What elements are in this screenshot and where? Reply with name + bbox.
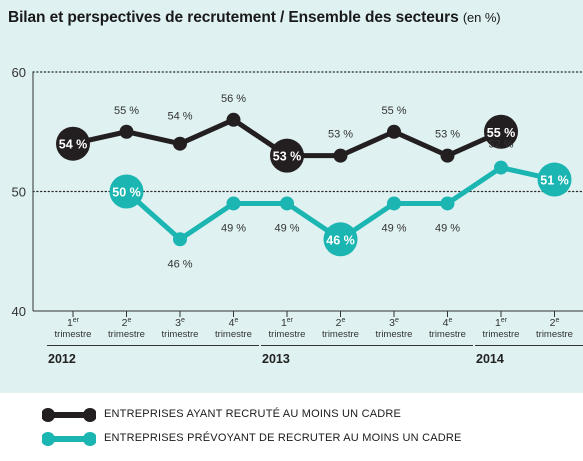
x-tick-label-number: 2e	[122, 317, 132, 329]
data-label: 55 %	[114, 105, 139, 117]
data-label: 52 %	[488, 139, 513, 151]
data-label-highlight: 50 %	[112, 186, 141, 200]
y-tick-label: 40	[12, 304, 26, 319]
x-tick-label-word: trimestre	[536, 329, 573, 340]
data-label-highlight: 54 %	[59, 138, 88, 152]
x-tick-label-word: trimestre	[483, 329, 520, 340]
data-label-highlight: 46 %	[326, 233, 355, 247]
chart-legend: ENTREPRISES AYANT RECRUTÉ AU MOINS UN CA…	[0, 393, 583, 461]
data-label-highlight: 55 %	[487, 126, 516, 140]
x-tick-label-number: 2e	[336, 317, 346, 329]
data-marker-highlight	[537, 162, 572, 197]
data-label-highlight: 53 %	[273, 150, 302, 164]
x-tick-label-number: 3e	[389, 317, 399, 329]
data-label: 46 %	[167, 258, 192, 270]
data-marker-highlight	[323, 222, 358, 257]
data-marker	[440, 148, 455, 163]
x-tick-label-word: trimestre	[322, 329, 359, 340]
data-label-highlight: 51 %	[540, 174, 569, 188]
data-marker	[280, 196, 294, 211]
y-tick-label: 60	[12, 65, 26, 80]
x-tick-label-number: 1er	[67, 317, 80, 329]
x-tick-label-number: 4e	[229, 317, 239, 329]
data-marker	[226, 196, 241, 211]
x-tick-label-number: 2e	[550, 317, 560, 329]
data-marker-highlight	[270, 138, 304, 173]
x-tick-label-word: trimestre	[215, 329, 252, 340]
x-tick-label-word: trimestre	[376, 329, 413, 340]
year-label: 2012	[48, 352, 76, 366]
x-tick-label-number: 4e	[443, 317, 453, 329]
data-label: 49 %	[221, 222, 246, 234]
year-label: 2013	[262, 352, 290, 366]
line-chart: 4050601ertrimestre2etrimestre3etrimestre…	[12, 65, 583, 366]
data-marker	[226, 112, 241, 127]
series-lines	[70, 117, 557, 242]
x-tick-label-word: trimestre	[108, 329, 145, 340]
data-label: 56 %	[221, 93, 246, 105]
x-tick-label-number: 3e	[175, 317, 185, 329]
data-marker	[387, 196, 401, 211]
data-marker	[333, 148, 348, 163]
data-marker	[494, 160, 508, 175]
data-marker	[173, 136, 187, 151]
data-label: 53 %	[328, 129, 353, 141]
data-marker-highlight	[56, 126, 90, 161]
data-marker-highlight	[484, 114, 518, 149]
data-marker	[119, 124, 134, 139]
chart-title-unit: (en %)	[462, 10, 501, 25]
legend-label-black: ENTREPRISES AYANT RECRUTÉ AU MOINS UN CA…	[104, 408, 402, 420]
data-marker-highlight	[109, 174, 144, 209]
data-label: 53 %	[435, 129, 460, 141]
data-label: 49 %	[274, 222, 299, 234]
data-label: 55 %	[381, 105, 406, 117]
year-label: 2014	[476, 352, 504, 366]
y-tick-label: 50	[12, 185, 26, 200]
data-label: 54 %	[167, 111, 192, 123]
x-tick-label-word: trimestre	[162, 329, 199, 340]
x-tick-label-number: 1er	[281, 317, 294, 329]
legend-label-teal: ENTREPRISES PRÉVOYANT DE RECRUTER AU MOI…	[104, 432, 462, 444]
data-label: 49 %	[381, 222, 406, 234]
data-label: 49 %	[435, 222, 460, 234]
data-marker	[440, 196, 455, 211]
x-tick-label-word: trimestre	[429, 329, 466, 340]
legend-swatch-teal	[42, 432, 96, 446]
x-tick-label-word: trimestre	[55, 329, 92, 340]
chart-title-main: Bilan et perspectives de recrutement / E…	[8, 9, 459, 26]
chart-title: Bilan et perspectives de recrutement / E…	[8, 9, 501, 27]
x-tick-label-word: trimestre	[269, 329, 306, 340]
data-marker	[387, 124, 401, 139]
legend-swatch-black	[42, 408, 96, 422]
data-marker	[173, 232, 187, 247]
x-tick-label-number: 1er	[495, 317, 508, 329]
chart-background	[0, 0, 583, 393]
